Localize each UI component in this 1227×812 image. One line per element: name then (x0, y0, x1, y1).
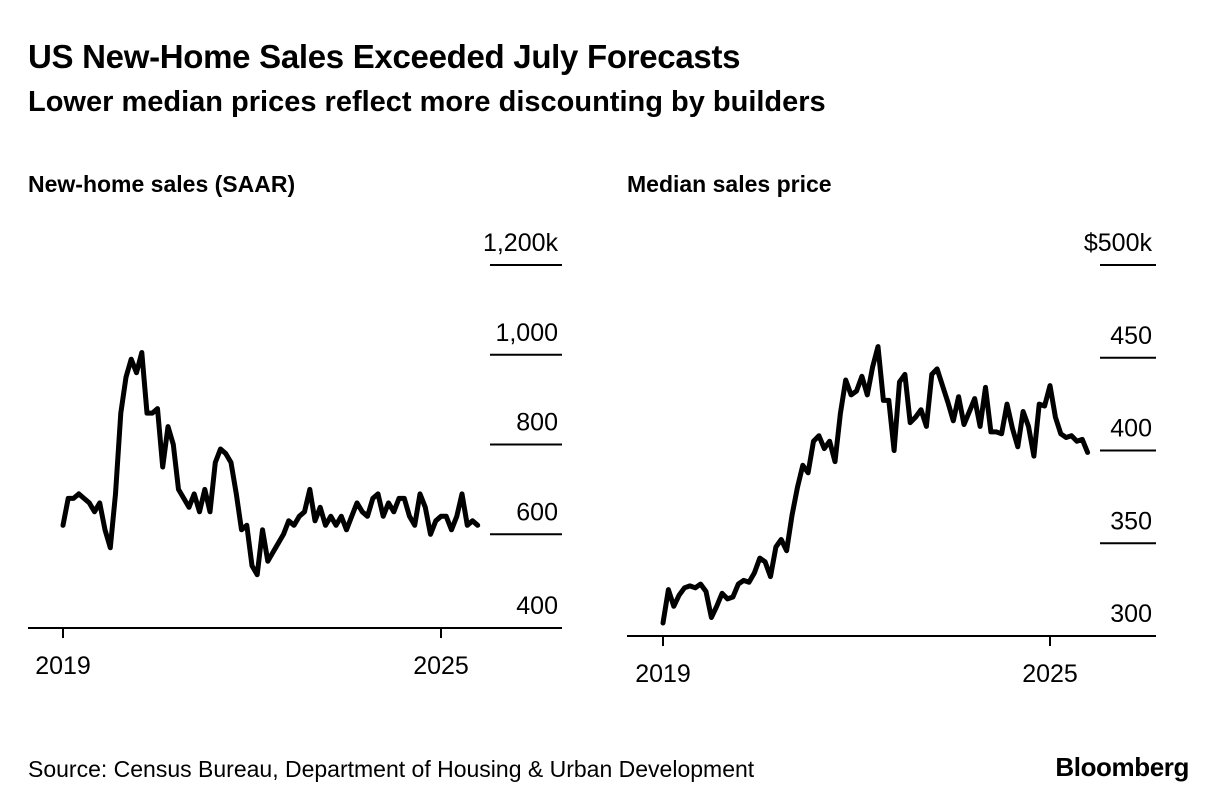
new-home-sales-y-tick-label: 400 (516, 592, 558, 620)
median-price-x-ticks: 2019 2025 (635, 636, 1078, 688)
new-home-sales-y-axis: 400 600 800 1,000 1,200k (483, 229, 562, 620)
median-price-x-tick-label: 2025 (1022, 660, 1078, 688)
median-price-y-tick-label: 450 (1110, 322, 1152, 350)
median-price-line (660, 344, 1091, 626)
median-price-panel: Median sales price 300 350 400 450 $500k 201… (627, 171, 1156, 688)
new-home-sales-y-tick-label: 1,200k (483, 229, 559, 257)
new-home-sales-panel: New-home sales (SAAR) 400 600 800 1,000 1,20… (28, 171, 562, 680)
median-price-y-tick-label: 350 (1110, 507, 1152, 535)
median-price-y-tick-label: 300 (1110, 600, 1152, 628)
source-note: Source: Census Bureau, Department of Hou… (28, 756, 755, 782)
chart-subtitle: Lower median prices reflect more discoun… (28, 86, 826, 118)
median-price-y-tick-label: 400 (1110, 415, 1152, 443)
median-price-y-tick-label: $500k (1084, 229, 1153, 257)
median-price-x-tick-label: 2019 (635, 660, 691, 688)
new-home-sales-y-tick-label: 1,000 (495, 319, 558, 347)
median-price-title: Median sales price (627, 171, 832, 197)
bloomberg-logo: Bloomberg (1055, 752, 1189, 782)
new-home-sales-y-tick-label: 800 (516, 409, 558, 437)
median-price-y-axis: 300 350 400 450 $500k (1084, 229, 1156, 628)
new-home-sales-x-tick-label: 2025 (413, 652, 469, 680)
chart-title: US New-Home Sales Exceeded July Forecast… (28, 38, 741, 75)
new-home-sales-line (60, 350, 481, 578)
new-home-sales-title: New-home sales (SAAR) (28, 171, 295, 197)
new-home-sales-x-tick-label: 2019 (35, 652, 91, 680)
new-home-sales-x-ticks: 2019 2025 (35, 628, 469, 680)
new-home-sales-y-tick-label: 600 (516, 498, 558, 526)
